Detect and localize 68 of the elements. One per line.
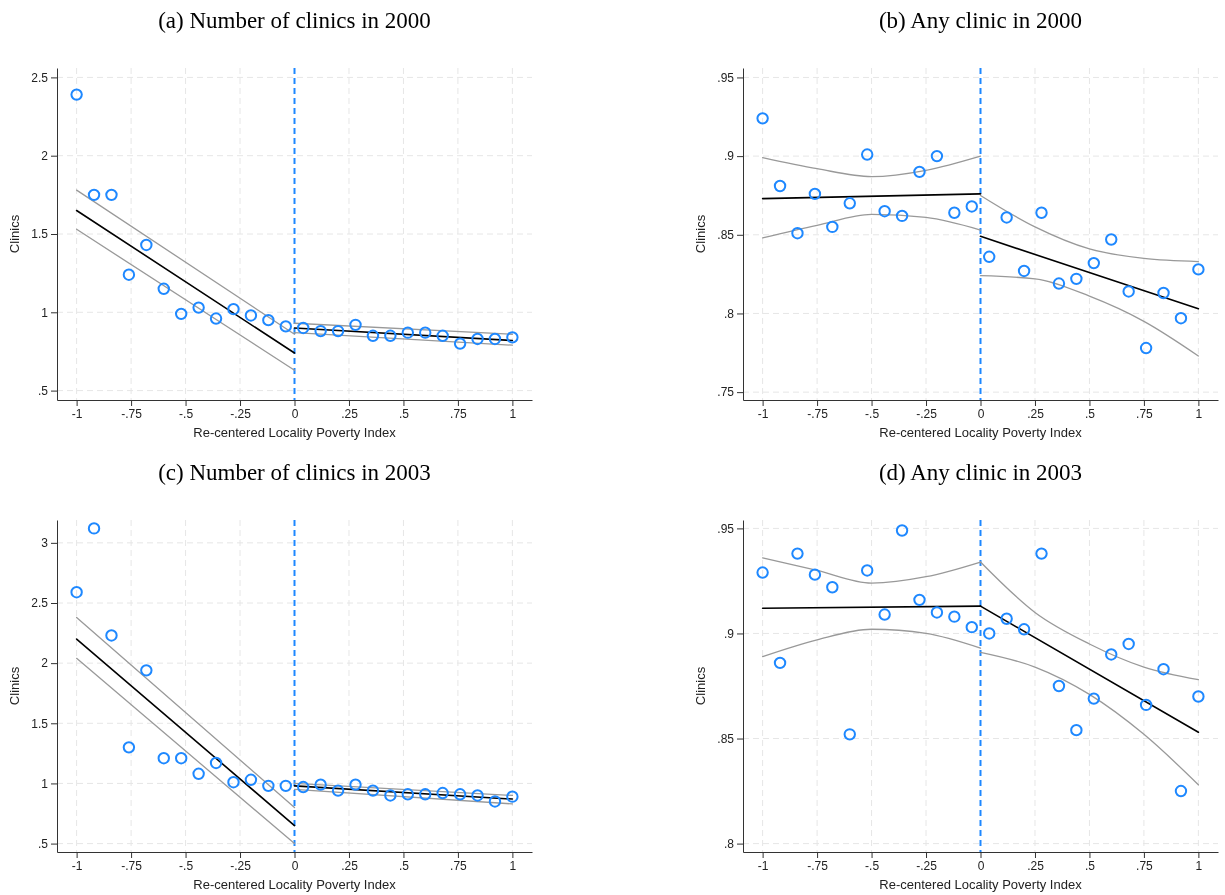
y-tick-label: 2.5 (31, 596, 49, 611)
x-tick-label: -1 (71, 858, 83, 873)
y-tick-label: .95 (717, 70, 735, 85)
x-tick-label: -.25 (916, 406, 938, 421)
chart-title: (d) Any clinic in 2003 (878, 460, 1083, 485)
x-tick-label: .75 (450, 406, 468, 421)
y-tick-label: .5 (37, 383, 49, 398)
x-tick-label: 0 (977, 406, 985, 421)
x-axis-title: Re-centered Locality Poverty Index (879, 877, 1083, 892)
x-tick-label: 1 (509, 406, 517, 421)
y-tick-label: 3 (41, 536, 49, 551)
x-tick-label: -.75 (121, 406, 143, 421)
y-tick-label: .85 (717, 228, 735, 243)
x-tick-label: .75 (1136, 406, 1154, 421)
x-tick-label: -.75 (807, 858, 829, 873)
x-tick-label: -1 (71, 406, 83, 421)
y-axis-title: Clinics (693, 666, 708, 706)
x-tick-label: .25 (341, 858, 359, 873)
x-tick-label: -.5 (865, 406, 880, 421)
chart-title: (b) Any clinic in 2000 (878, 8, 1083, 33)
y-tick-label: .8 (723, 836, 735, 851)
x-tick-label: 1 (1195, 858, 1203, 873)
x-tick-label: .5 (398, 406, 410, 421)
x-tick-label: .75 (1136, 858, 1154, 873)
y-tick-label: .9 (723, 149, 735, 164)
x-tick-label: -.5 (179, 858, 194, 873)
x-tick-label: .5 (398, 858, 410, 873)
x-tick-label: -.25 (230, 858, 252, 873)
y-axis-title: Clinics (7, 214, 22, 254)
y-axis-title: Clinics (7, 666, 22, 706)
y-tick-label: 2.5 (31, 70, 49, 85)
y-tick-label: 1.5 (31, 716, 49, 731)
y-tick-label: .5 (37, 836, 49, 851)
x-tick-label: -.75 (121, 858, 143, 873)
x-tick-label: .25 (341, 406, 359, 421)
y-tick-label: 2 (41, 149, 49, 164)
x-axis-title: Re-centered Locality Poverty Index (193, 425, 397, 440)
x-tick-label: -.25 (230, 406, 252, 421)
chart-title: (a) Number of clinics in 2000 (158, 8, 431, 33)
x-tick-label: 0 (291, 406, 299, 421)
x-tick-label: .25 (1027, 858, 1045, 873)
x-tick-label: 1 (509, 858, 517, 873)
x-tick-label: -.5 (865, 858, 880, 873)
x-tick-label: 0 (977, 858, 985, 873)
y-tick-label: .85 (717, 731, 735, 746)
y-tick-label: .8 (723, 306, 735, 321)
y-tick-label: .95 (717, 521, 735, 536)
y-tick-label: 1.5 (31, 227, 49, 242)
y-tick-label: 1 (41, 305, 49, 320)
x-tick-label: -.25 (916, 858, 938, 873)
x-tick-label: .5 (1084, 406, 1096, 421)
chart-title: (c) Number of clinics in 2003 (158, 460, 431, 485)
x-tick-label: -1 (757, 858, 769, 873)
x-tick-label: -1 (757, 406, 769, 421)
x-tick-label: -.5 (179, 406, 194, 421)
x-tick-label: 1 (1195, 406, 1203, 421)
x-tick-label: 0 (291, 858, 299, 873)
x-tick-label: .25 (1027, 406, 1045, 421)
x-axis-title: Re-centered Locality Poverty Index (879, 425, 1083, 440)
y-tick-label: 1 (41, 776, 49, 791)
y-tick-label: .75 (717, 385, 735, 400)
x-tick-label: .5 (1084, 858, 1096, 873)
y-tick-label: .9 (723, 626, 735, 641)
x-tick-label: .75 (450, 858, 468, 873)
x-tick-label: -.75 (807, 406, 829, 421)
x-axis-title: Re-centered Locality Poverty Index (193, 877, 397, 892)
y-axis-title: Clinics (693, 214, 708, 254)
y-tick-label: 2 (41, 656, 49, 671)
